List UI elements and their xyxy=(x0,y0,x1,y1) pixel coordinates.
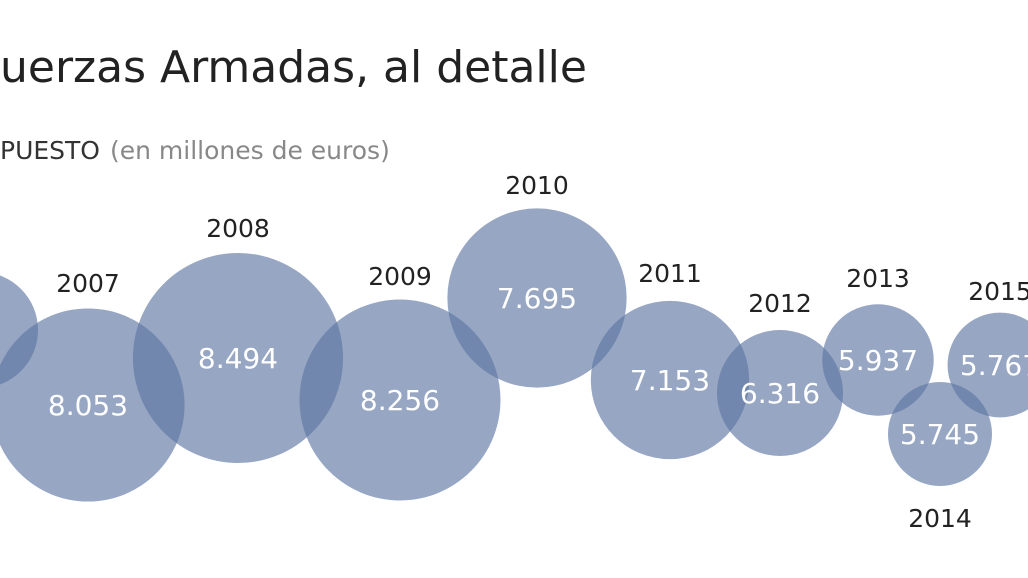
year-label: 2009 xyxy=(368,262,432,291)
year-label: 2010 xyxy=(505,171,569,200)
bubble xyxy=(822,304,934,416)
subtitle-note: (en millones de euros) xyxy=(110,136,390,165)
value-label: 8.256 xyxy=(360,384,440,417)
chart-subtitle: PUESTO (en millones de euros) xyxy=(0,136,390,165)
value-label: 8.053 xyxy=(48,389,128,422)
year-label: 2011 xyxy=(638,259,702,288)
value-label: 7.695 xyxy=(497,282,577,315)
year-label: 2008 xyxy=(206,214,270,243)
value-label: 8.494 xyxy=(198,342,278,375)
year-label: 2012 xyxy=(748,289,812,318)
value-label: 5.937 xyxy=(838,344,918,377)
value-label: 5.745 xyxy=(900,418,980,451)
bubble xyxy=(888,382,992,486)
year-label: 2013 xyxy=(846,264,910,293)
chart-title: uerzas Armadas, al detalle xyxy=(0,42,587,93)
year-label: 2014 xyxy=(908,504,972,533)
bubble xyxy=(716,329,844,457)
year-label: 2007 xyxy=(56,269,120,298)
subtitle-main: PUESTO xyxy=(0,136,100,165)
bubble xyxy=(590,300,750,460)
bubble xyxy=(447,208,627,388)
bubble xyxy=(299,299,501,501)
value-label: 6.316 xyxy=(740,377,820,410)
value-label: 7.153 xyxy=(630,364,710,397)
year-label: 2015 xyxy=(968,277,1028,306)
bubble xyxy=(132,252,344,464)
value-label: 5.767 xyxy=(960,349,1028,382)
bubble xyxy=(947,312,1028,418)
